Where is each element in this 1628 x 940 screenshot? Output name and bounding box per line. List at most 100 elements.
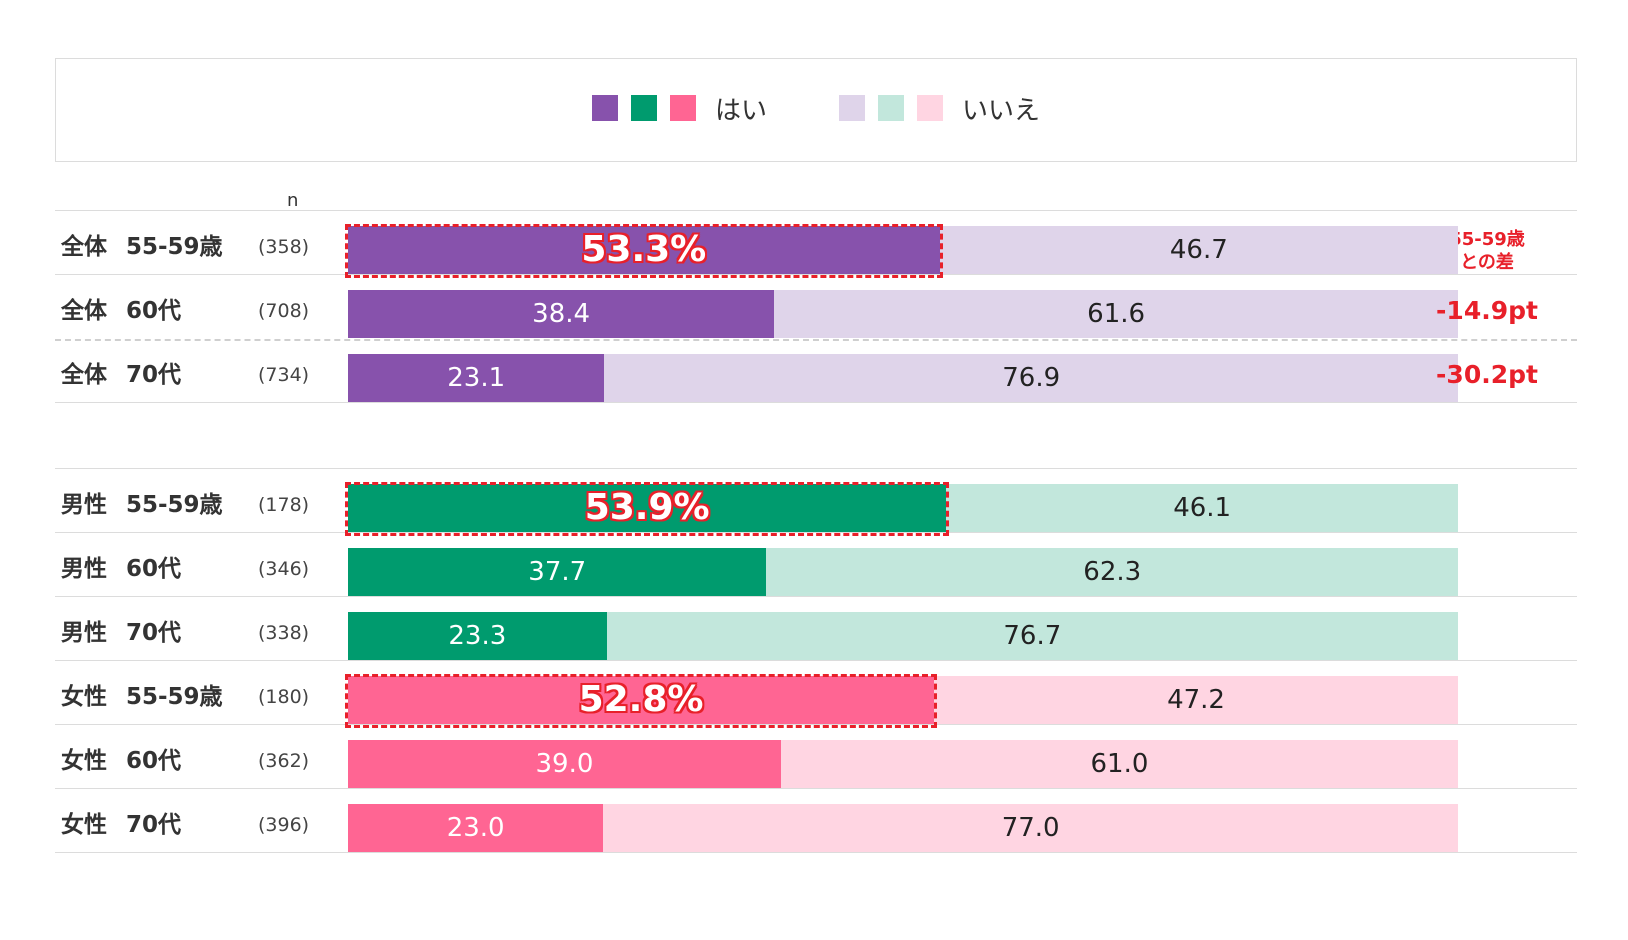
- bar-segment-no: [774, 290, 1458, 338]
- row-divider: [55, 852, 1577, 853]
- highlight-box: [345, 224, 943, 278]
- bar-track: 23.3 76.7: [348, 612, 1458, 660]
- legend-swatch-no-total: [839, 95, 865, 121]
- bar-track: 23.0 77.0: [348, 804, 1458, 852]
- bar-value-no: 61.0: [1090, 749, 1149, 779]
- row-age-label: 70代: [126, 620, 182, 646]
- bar-value-yes: 23.3: [448, 621, 507, 651]
- chart-row: 全体 55-59歳 (358) 53.3% 46.7: [55, 214, 1577, 280]
- row-divider: [55, 339, 1577, 341]
- highlight-box: [345, 482, 950, 536]
- row-age-label: 60代: [126, 556, 182, 582]
- legend-swatch-yes-female: [669, 95, 696, 121]
- row-group-label: 男性: [61, 556, 107, 582]
- legend-swatch-no-male: [878, 95, 904, 121]
- diff-column-header: 55-59歳 との差: [1412, 228, 1562, 274]
- chart-row: 女性 70代 (396) 23.0 77.0: [55, 792, 1577, 858]
- row-age-label: 70代: [126, 812, 182, 838]
- row-divider: [55, 596, 1577, 597]
- bar-segment-no: [780, 740, 1458, 788]
- row-n-label: (180): [258, 686, 310, 708]
- legend-swatch-no-female: [917, 95, 943, 121]
- highlight-box: [345, 674, 938, 728]
- bar-segment-yes: [348, 612, 607, 660]
- bar-value-no: 62.3: [1083, 557, 1142, 587]
- bar-segment-yes: [348, 676, 935, 724]
- chart-row: 男性 55-59歳 (178) 53.9% 46.1: [55, 472, 1577, 538]
- bar-segment-yes: [348, 354, 605, 402]
- row-age-label: 70代: [126, 362, 182, 388]
- bar-value-no: 46.1: [1173, 493, 1232, 523]
- bar-value-no: 76.7: [1003, 621, 1062, 651]
- legend: はい いいえ: [55, 58, 1577, 162]
- chart-row: 全体 70代 (734) 23.1 76.9 -30.2pt: [55, 342, 1577, 408]
- bar-segment-yes: [348, 226, 940, 274]
- bar-segment-yes: [348, 740, 781, 788]
- bar-track: 53.9% 46.1: [345, 482, 1458, 536]
- row-n-label: (346): [258, 558, 310, 580]
- bar-value-yes: 52.8%: [578, 679, 704, 720]
- bar-segment-yes: [348, 484, 947, 532]
- diff-value: -14.9pt: [1436, 296, 1538, 325]
- row-group-label: 女性: [61, 748, 107, 774]
- row-divider: [55, 532, 1577, 533]
- row-age-label: 60代: [126, 748, 182, 774]
- row-group-label: 全体: [61, 234, 107, 260]
- bar-segment-yes: [348, 290, 775, 338]
- bar-value-yes: 23.1: [447, 363, 506, 393]
- row-group-label: 男性: [61, 620, 107, 646]
- chart-row: 男性 70代 (338) 23.3 76.7: [55, 600, 1577, 666]
- row-group-label: 全体: [61, 298, 107, 324]
- legend-label-no: いいえ: [962, 95, 1041, 126]
- legend-swatch-yes-male: [630, 95, 657, 121]
- bar-segment-no: [939, 226, 1458, 274]
- bar-segment-no: [603, 804, 1458, 852]
- legend-swatch-yes-total: [591, 95, 618, 121]
- row-n-label: (358): [258, 236, 310, 258]
- chart-row: 男性 60代 (346) 37.7 62.3: [55, 536, 1577, 602]
- bar-value-no: 76.9: [1002, 363, 1061, 393]
- bar-value-yes: 53.3%: [581, 229, 707, 270]
- row-divider: [55, 788, 1577, 789]
- bar-segment-no: [946, 484, 1458, 532]
- bar-value-yes: 39.0: [535, 749, 594, 779]
- chart-row: 全体 60代 (708) 38.4 61.6 -14.9pt: [55, 278, 1577, 344]
- bar-value-yes: 53.9%: [584, 487, 710, 528]
- bar-segment-yes: [348, 548, 767, 596]
- bar-track: 37.7 62.3: [348, 548, 1458, 596]
- bar-track: 53.3% 46.7: [345, 224, 1458, 278]
- bar-value-yes: 23.0: [446, 813, 505, 843]
- chart-row: 女性 55-59歳 (180) 52.8% 47.2: [55, 664, 1577, 730]
- bar-value-yes: 38.4: [532, 299, 591, 329]
- bar-track: 39.0 61.0: [348, 740, 1458, 788]
- bar-segment-yes: [348, 804, 604, 852]
- diff-value: -30.2pt: [1436, 360, 1538, 389]
- bar-value-no: 77.0: [1001, 813, 1060, 843]
- row-age-label: 55-59歳: [126, 234, 223, 260]
- row-n-label: (178): [258, 494, 310, 516]
- bar-segment-no: [604, 354, 1458, 402]
- row-age-label: 55-59歳: [126, 492, 223, 518]
- row-group-label: 全体: [61, 362, 107, 388]
- row-n-label: (338): [258, 622, 310, 644]
- bar-segment-no: [766, 548, 1458, 596]
- row-group-label: 男性: [61, 492, 107, 518]
- n-column-header: n: [287, 190, 299, 211]
- bar-value-no: 61.6: [1087, 299, 1146, 329]
- diff-header-line1: 55-59歳: [1449, 229, 1525, 250]
- bar-track: 52.8% 47.2: [345, 674, 1458, 728]
- legend-items: はい いいえ: [56, 93, 1576, 126]
- bar-track: 38.4 61.6: [348, 290, 1458, 338]
- row-n-label: (362): [258, 750, 310, 772]
- row-group-label: 女性: [61, 812, 107, 838]
- chart-row: 女性 60代 (362) 39.0 61.0: [55, 728, 1577, 794]
- row-divider: [55, 402, 1577, 403]
- bar-value-no: 46.7: [1169, 235, 1228, 265]
- row-group-label: 女性: [61, 684, 107, 710]
- diff-header-line2: との差: [1460, 252, 1514, 273]
- row-divider: [55, 660, 1577, 661]
- row-age-label: 60代: [126, 298, 182, 324]
- bar-value-no: 47.2: [1167, 685, 1225, 715]
- row-divider: [55, 468, 1577, 469]
- bar-track: 23.1 76.9: [348, 354, 1458, 402]
